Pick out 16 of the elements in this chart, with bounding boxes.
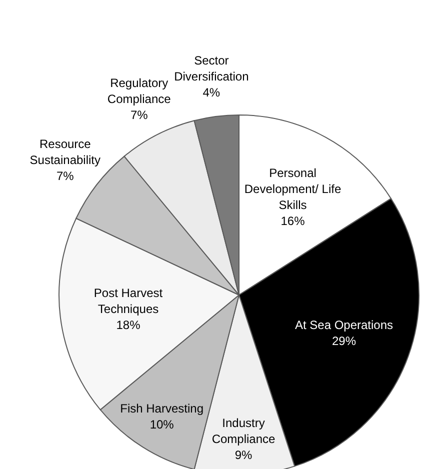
slice-label: Fish Harvesting xyxy=(120,402,204,416)
data-label: 29% xyxy=(332,334,356,348)
data-label: 4% xyxy=(202,86,220,100)
slice-label: Resource Sustainability xyxy=(30,137,101,168)
data-label: 9% xyxy=(234,448,253,462)
slice-label: Industry Compliance xyxy=(212,416,276,446)
data-label: 18% xyxy=(116,318,141,332)
slice-label: Regulatory Compliance xyxy=(107,76,172,106)
slice-label: At Sea Operations xyxy=(294,318,394,332)
data-label: 16% xyxy=(280,214,306,228)
slice-label: Post Harvest Techniques xyxy=(94,286,164,316)
data-label: 7% xyxy=(56,169,74,184)
data-label: 10% xyxy=(150,418,174,432)
slice-label: Personal Development/ Life Skills xyxy=(244,166,342,212)
data-label: 7% xyxy=(130,108,148,122)
slice-label: Sector Diversification xyxy=(174,54,249,84)
